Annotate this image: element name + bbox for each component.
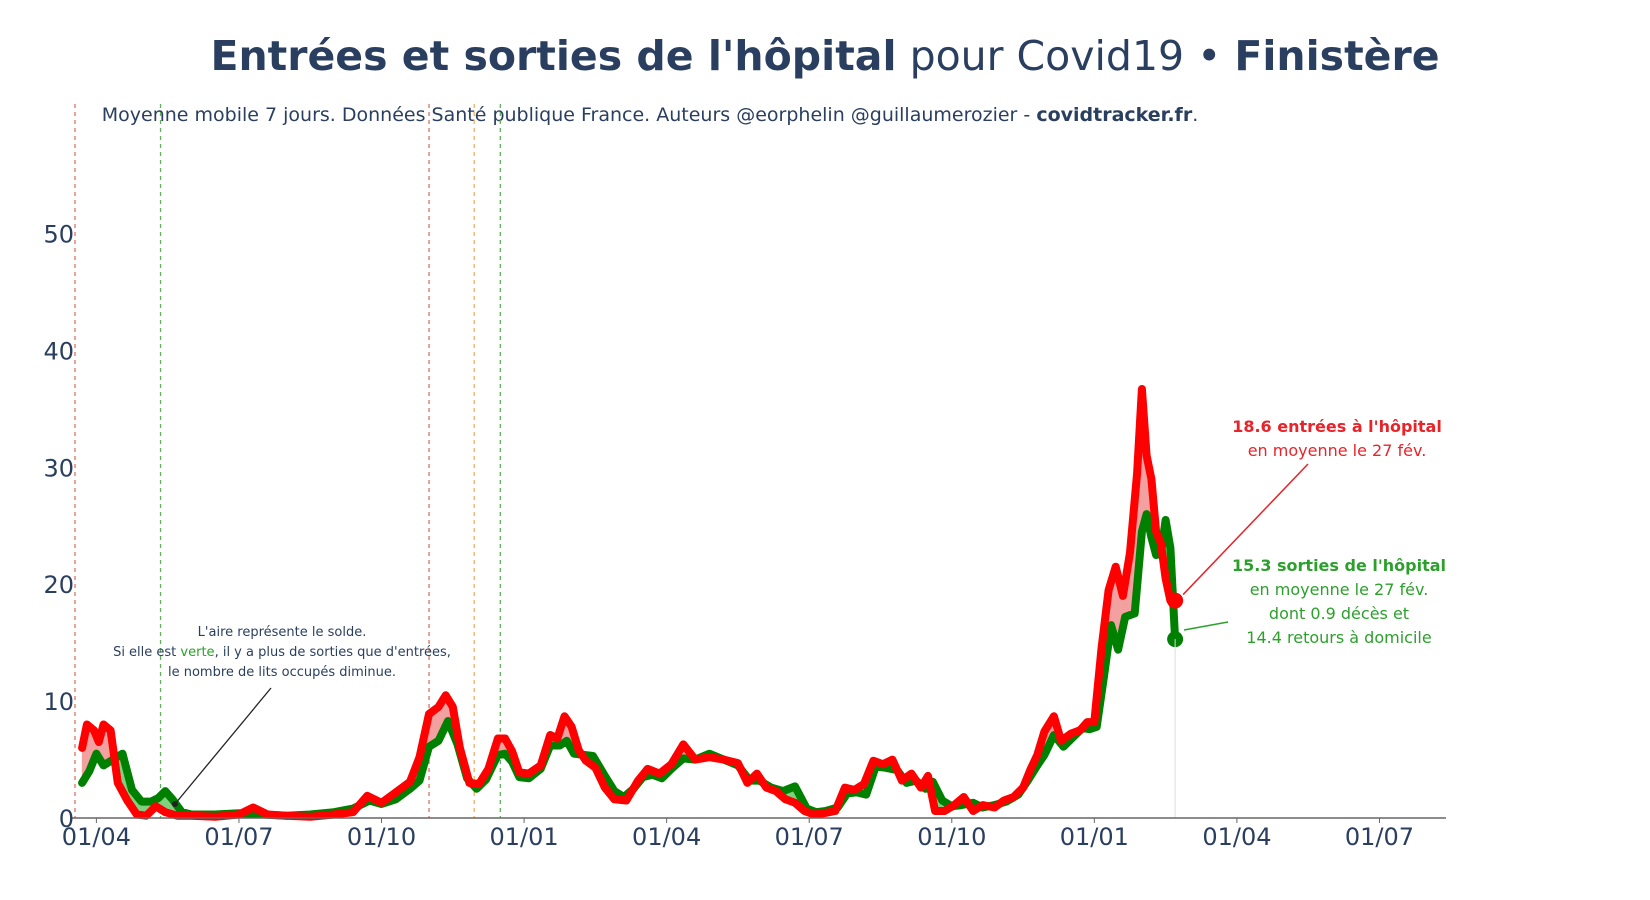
x-tick-label: 01/07 <box>1345 823 1414 851</box>
y-tick-label: 40 <box>43 337 74 365</box>
note-line-2: Si elle est verte, il y a plus de sortie… <box>113 645 451 660</box>
entrees-date: en moyenne le 27 fév. <box>1248 441 1427 460</box>
x-tick-label: 01/04 <box>632 823 701 851</box>
note-arrow <box>174 687 272 805</box>
event-lines <box>74 104 501 818</box>
y-tick-label: 20 <box>43 571 74 599</box>
subtitle-site: covidtracker.fr <box>1036 104 1193 126</box>
chart-subtitle: Moyenne mobile 7 jours. Données Santé pu… <box>0 104 1300 126</box>
y-tick-label: 50 <box>43 221 74 249</box>
x-tick-label: 01/07 <box>775 823 844 851</box>
sorties-deces: dont 0.9 décès et <box>1269 604 1409 623</box>
note-line-3: le nombre de lits occupés diminue. <box>168 665 396 680</box>
subtitle-text: Moyenne mobile 7 jours. Données Santé pu… <box>101 104 1031 126</box>
sorties-annotation: 15.3 sorties de l'hôpital en moyenne le … <box>1183 556 1446 647</box>
sorties-arrow <box>1183 621 1229 631</box>
note-line-2-prefix: Si elle est <box>113 645 176 660</box>
entrees-annotation: 18.6 entrées à l'hôpital en moyenne le 2… <box>1182 417 1442 596</box>
entrees-line-last-point <box>1167 592 1184 609</box>
entrees-arrow <box>1182 463 1309 596</box>
entrees-line <box>78 385 1180 821</box>
note-arrow-head <box>172 801 178 807</box>
y-tick-label: 0 <box>59 805 74 833</box>
y-axis-ticks: 0 10 20 30 40 50 <box>43 221 74 833</box>
note-line-1: L'aire représente le solde. <box>198 625 367 640</box>
sorties-value: 15.3 sorties de l'hôpital <box>1232 556 1446 575</box>
x-tick-label: 01/01 <box>1060 823 1129 851</box>
title-bold: Entrées et sorties de l'hôpital <box>210 32 897 80</box>
y-tick-label: 10 <box>43 688 74 716</box>
sorties-date: en moyenne le 27 fév. <box>1250 580 1429 599</box>
subtitle-end: . <box>1192 104 1199 126</box>
sorties-retours: 14.4 retours à domicile <box>1246 628 1431 647</box>
entrees-value: 18.6 entrées à l'hôpital <box>1232 417 1442 436</box>
x-axis-ticks: 01/04 01/07 01/10 01/01 01/04 01/07 01/10 01/01… <box>62 818 1414 851</box>
x-tick-label: 01/04 <box>62 823 131 851</box>
x-tick-label: 01/10 <box>347 823 416 851</box>
x-tick-label: 01/10 <box>917 823 986 851</box>
balance-note: L'aire représente le solde. Si elle est … <box>113 625 451 807</box>
y-tick-label: 30 <box>43 454 74 482</box>
chart-title: Entrées et sorties de l'hôpital pour Cov… <box>0 32 1650 80</box>
note-verte: verte <box>180 645 214 660</box>
title-region: Finistère <box>1234 32 1440 80</box>
balance-area <box>81 395 1176 818</box>
x-tick-label: 01/07 <box>204 823 273 851</box>
x-tick-label: 01/01 <box>489 823 558 851</box>
title-normal: pour Covid19 • <box>909 32 1222 80</box>
x-tick-label: 01/04 <box>1202 823 1271 851</box>
note-line-2-suffix: , il y a plus de sorties que d'entrées, <box>215 645 451 660</box>
series-lines <box>78 385 1184 821</box>
